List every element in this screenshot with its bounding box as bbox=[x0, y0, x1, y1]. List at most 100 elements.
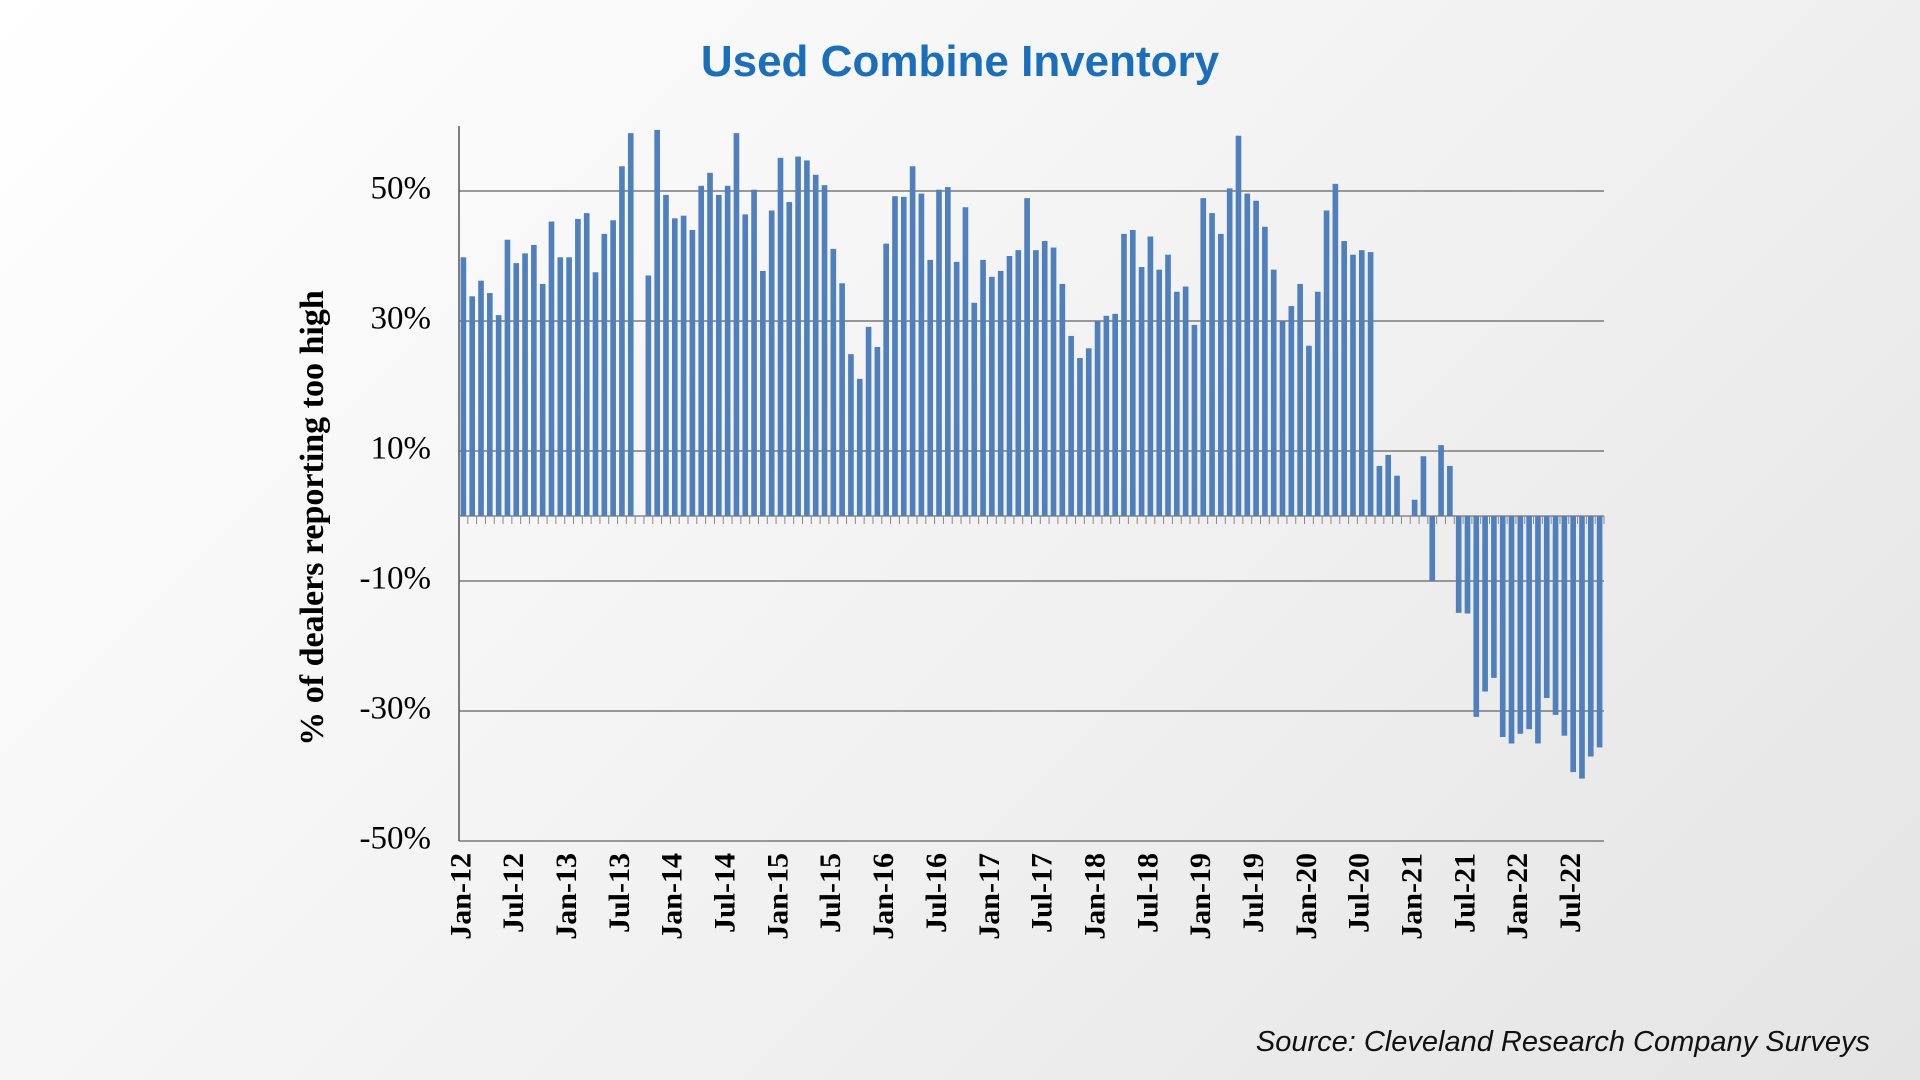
bar bbox=[1050, 247, 1057, 517]
bar bbox=[513, 263, 520, 516]
bar bbox=[1262, 226, 1268, 516]
bar bbox=[1156, 269, 1163, 516]
bar bbox=[1244, 193, 1251, 516]
bar bbox=[777, 157, 784, 516]
bar bbox=[592, 272, 599, 516]
bar bbox=[760, 270, 766, 516]
bar bbox=[1447, 465, 1453, 516]
bar bbox=[557, 257, 564, 516]
bar bbox=[751, 189, 757, 516]
y-tick-label: 10% bbox=[371, 431, 432, 467]
bar bbox=[1200, 198, 1207, 516]
bar bbox=[495, 315, 502, 516]
bar bbox=[1253, 200, 1259, 516]
bar bbox=[460, 257, 467, 516]
bar bbox=[971, 302, 978, 516]
bar bbox=[1059, 283, 1066, 516]
bar bbox=[1279, 321, 1286, 516]
bar bbox=[936, 189, 942, 516]
bar bbox=[1068, 335, 1074, 516]
bar bbox=[733, 133, 740, 516]
y-tick-label: -30% bbox=[360, 691, 431, 727]
bar bbox=[821, 185, 828, 516]
bar bbox=[689, 230, 696, 516]
bar bbox=[1420, 456, 1427, 516]
bar bbox=[645, 275, 652, 516]
bar bbox=[918, 193, 925, 516]
bar bbox=[1147, 236, 1154, 516]
bar bbox=[680, 215, 687, 516]
bar bbox=[1394, 475, 1400, 516]
bar bbox=[627, 133, 634, 516]
bar bbox=[478, 280, 484, 516]
bar bbox=[1165, 254, 1171, 516]
bar bbox=[953, 261, 960, 516]
bar bbox=[909, 166, 916, 517]
bar bbox=[1015, 250, 1022, 516]
bar bbox=[945, 187, 951, 516]
x-tick-label: Jan-16 bbox=[867, 853, 900, 940]
bar bbox=[610, 220, 616, 516]
bar bbox=[989, 276, 995, 516]
bar bbox=[1455, 516, 1462, 613]
bar bbox=[1033, 250, 1039, 516]
bar bbox=[575, 218, 581, 516]
chart-title: Used Combine Inventory bbox=[701, 37, 1220, 86]
bar bbox=[1138, 267, 1145, 516]
bar bbox=[487, 293, 493, 516]
bar bbox=[1174, 291, 1180, 516]
bar bbox=[707, 172, 713, 517]
bar bbox=[1508, 516, 1515, 744]
bar bbox=[1350, 254, 1356, 516]
x-tick-label: Jul-16 bbox=[920, 853, 953, 933]
bar bbox=[900, 196, 907, 516]
bar bbox=[980, 259, 986, 516]
x-tick-label: Jul-15 bbox=[814, 853, 847, 933]
bar bbox=[566, 257, 572, 516]
bar bbox=[1561, 516, 1568, 736]
bar bbox=[1112, 313, 1118, 516]
bar bbox=[663, 194, 669, 516]
bar bbox=[504, 239, 511, 516]
bar bbox=[1482, 516, 1488, 692]
bar bbox=[1543, 516, 1550, 698]
bar bbox=[1041, 241, 1048, 517]
bar bbox=[742, 214, 749, 516]
bar bbox=[1306, 345, 1312, 516]
bar bbox=[539, 283, 546, 516]
bar bbox=[1385, 454, 1392, 516]
y-tick-label: 30% bbox=[371, 301, 432, 337]
bar bbox=[1103, 315, 1110, 516]
x-tick-label: Jan-14 bbox=[656, 853, 689, 940]
bar bbox=[997, 270, 1004, 516]
bar bbox=[1596, 516, 1603, 748]
bar bbox=[1226, 188, 1233, 516]
bar bbox=[1526, 516, 1532, 730]
bar bbox=[865, 326, 872, 516]
bar bbox=[1182, 286, 1189, 516]
bar bbox=[1411, 499, 1418, 516]
y-tick-label: -10% bbox=[360, 561, 431, 597]
bar bbox=[1218, 233, 1224, 516]
bar bbox=[1570, 516, 1576, 773]
bar bbox=[874, 347, 881, 516]
source-note: Source: Cleveland Research Company Surve… bbox=[1256, 1026, 1870, 1058]
x-tick-label: Jan-22 bbox=[1501, 853, 1534, 940]
x-tick-label: Jan-13 bbox=[550, 853, 583, 940]
bar bbox=[1499, 516, 1506, 737]
x-tick-label: Jul-19 bbox=[1237, 853, 1270, 933]
bar bbox=[1367, 252, 1374, 516]
bar bbox=[1473, 516, 1480, 717]
bar bbox=[856, 378, 863, 516]
bar bbox=[1464, 516, 1471, 614]
bar bbox=[1491, 516, 1497, 678]
bar bbox=[839, 283, 845, 516]
bar bbox=[1535, 516, 1541, 744]
bar bbox=[927, 259, 934, 516]
y-tick-label: 50% bbox=[371, 171, 432, 207]
bar bbox=[548, 221, 555, 517]
bar bbox=[654, 129, 660, 516]
x-tick-label: Jul-12 bbox=[497, 853, 530, 933]
bar bbox=[1121, 233, 1127, 516]
x-tick-label: Jan-19 bbox=[1184, 853, 1217, 940]
